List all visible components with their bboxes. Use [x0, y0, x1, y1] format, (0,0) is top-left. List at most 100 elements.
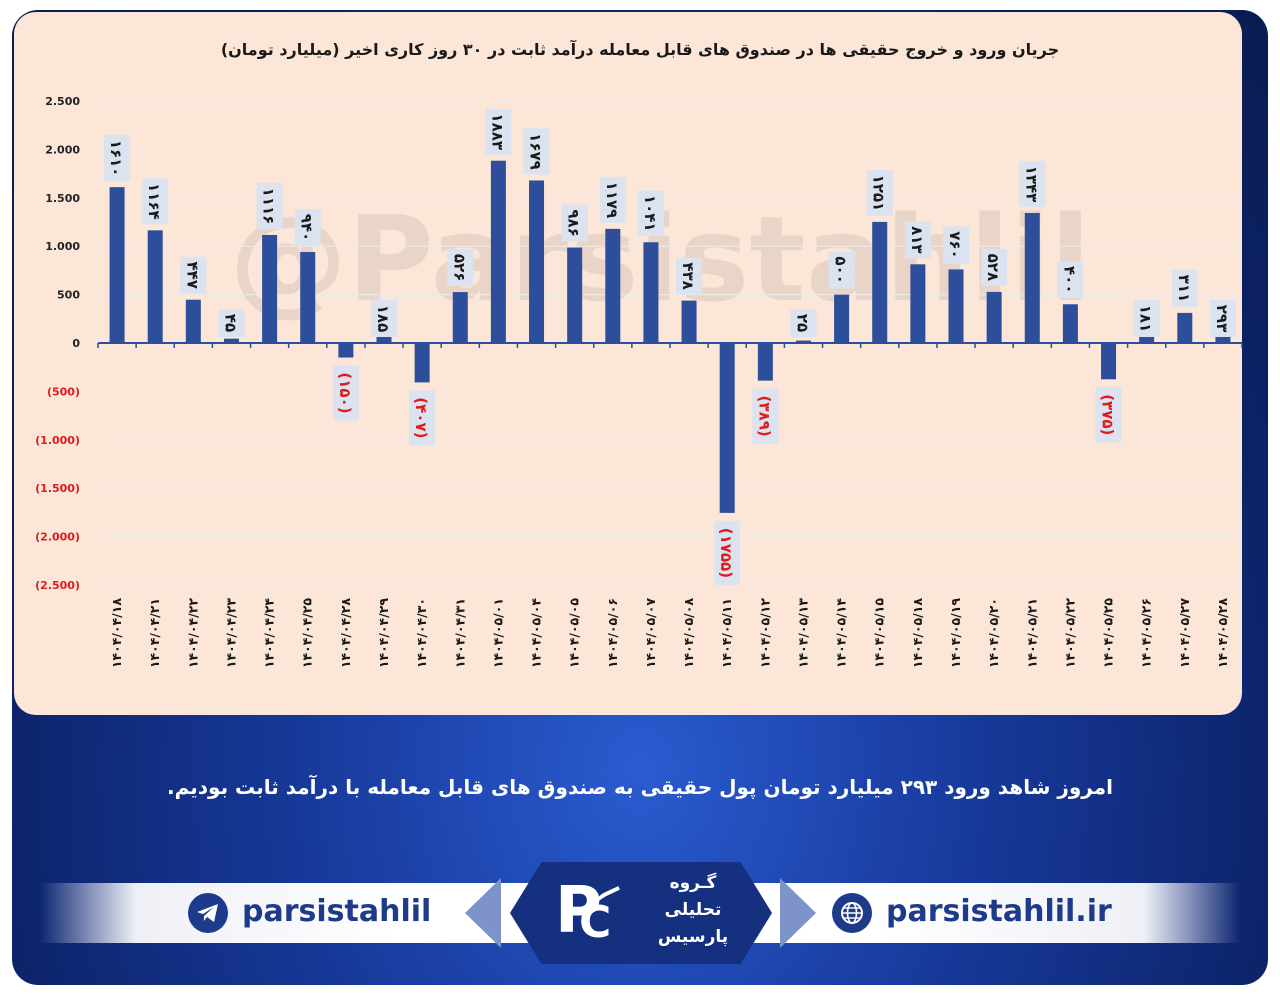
data-label-box: [1057, 261, 1084, 299]
data-label-box: [828, 251, 855, 289]
data-label: ۴۴۷: [180, 256, 207, 294]
x-tick-label: ۱۴۰۴/۰۵/۲۵: [1101, 598, 1116, 669]
data-label: ۹۸۶: [561, 204, 588, 242]
y-tick-label: 1.500: [45, 192, 80, 205]
bar: [529, 180, 545, 343]
telegram-handle-link[interactable]: parsistahlil: [242, 894, 432, 929]
bar: [795, 340, 811, 343]
x-tick-label: ۱۴۰۴/۰۵/۱۳: [795, 598, 810, 669]
data-label-box: [104, 135, 131, 182]
data-label-box: [447, 249, 474, 287]
data-label: ۲۵: [790, 309, 817, 337]
data-label: (۴۰۷): [409, 390, 436, 446]
data-label-text: ۴۰۰: [1060, 266, 1078, 293]
data-label-box: [218, 309, 245, 337]
x-tick-label: ۱۴۰۴/۰۵/۰۸: [681, 598, 696, 669]
data-label-text: ۴۵: [221, 314, 239, 332]
data-label: ۹۴۰: [294, 209, 321, 247]
x-tick-label: ۱۴۰۴/۰۵/۰۴: [529, 598, 544, 669]
y-tick-label: (1.000): [35, 434, 80, 447]
summary-text: امروز شاهد ورود ۲۹۳ میلیارد تومان پول حق…: [166, 775, 1113, 799]
bar: [757, 343, 773, 381]
y-tick-label: 2.000: [45, 143, 80, 156]
bar: [109, 187, 125, 343]
data-label-text: ۷۶۰: [946, 231, 964, 258]
data-label-text: ۱۶۷۹: [527, 133, 545, 170]
data-label: (۳۷۵): [1095, 387, 1122, 443]
website-link[interactable]: parsistahlil.ir: [886, 894, 1112, 929]
data-label-box: [714, 520, 741, 585]
x-tick-label: ۱۴۰۴/۰۵/۲۱: [1024, 598, 1039, 668]
y-tick-label: 500: [57, 289, 80, 302]
x-tick-label: ۱۴۰۴/۰۴/۲۴: [262, 598, 277, 669]
bar: [1101, 343, 1117, 380]
data-label: ۱۶۷۹: [523, 128, 550, 175]
data-label-box: [752, 388, 779, 444]
bar: [147, 230, 163, 343]
x-tick-label: ۱۴۰۴/۰۴/۲۲: [185, 598, 200, 669]
data-label-box: [1171, 269, 1198, 307]
data-label: ۱۶۱۰: [104, 135, 131, 182]
data-label-text: (۴۰۷): [412, 397, 430, 438]
chart-title: جریان ورود و خروج حقیقی ها در صندوق های …: [220, 40, 1060, 59]
data-label: (۱۵۰): [332, 365, 359, 421]
x-tick-label: ۱۴۰۴/۰۵/۰۷: [643, 598, 658, 669]
data-label-box: [981, 248, 1008, 286]
x-tick-label: ۱۴۰۴/۰۵/۲۶: [1139, 598, 1154, 668]
data-label-text: ۲۹۳: [1213, 305, 1231, 332]
x-tick-label: ۱۴۰۴/۰۵/۱۴: [834, 598, 849, 669]
data-label-text: ۵۲۸: [984, 254, 1002, 281]
data-label: ۴۰۰: [1057, 261, 1084, 299]
data-label: ۱۸۵: [371, 300, 397, 337]
bar: [1177, 312, 1193, 343]
x-tick-label: ۱۴۰۴/۰۴/۲۹: [376, 598, 391, 669]
bar: [948, 269, 964, 343]
data-label: ۴۵: [218, 309, 245, 337]
data-label-text: ۸۱۳: [908, 226, 926, 253]
data-label: ۵۲۸: [981, 248, 1008, 286]
bar: [300, 252, 316, 343]
x-tick-label: ۱۴۰۴/۰۵/۲۰: [986, 598, 1001, 668]
data-label-box: [1133, 300, 1160, 337]
x-tick-label: ۱۴۰۴/۰۴/۲۱: [147, 598, 162, 668]
bar: [262, 234, 278, 343]
globe-icon[interactable]: [832, 893, 872, 933]
y-tick-label: 2.500: [45, 95, 80, 108]
x-tick-label: ۱۴۰۴/۰۵/۰۱: [490, 598, 505, 668]
data-label: ۷۶۰: [943, 226, 969, 264]
bar: [605, 228, 621, 343]
logo-line-2: تحلیلی: [664, 900, 722, 920]
data-label: ۲۹۳: [1209, 300, 1236, 337]
data-label-box: [294, 209, 321, 247]
data-label-box: [943, 226, 969, 264]
data-label-text: ۱۱۱۶: [260, 188, 278, 225]
x-tick-label: ۱۴۰۴/۰۵/۱۹: [948, 598, 963, 669]
bar: [719, 343, 735, 513]
bar: [910, 264, 926, 343]
data-label: ۵۲۶: [447, 249, 474, 287]
data-label-box: [676, 257, 703, 295]
x-tick-label: ۱۴۰۴/۰۴/۲۸: [338, 598, 353, 669]
data-label-box: [904, 221, 931, 259]
data-label: ۱۲۵۱: [866, 169, 893, 216]
data-label-text: ۱۱۷۹: [603, 182, 621, 219]
x-tick-label: ۱۴۰۴/۰۴/۳۱: [452, 598, 467, 668]
x-tick-label: ۱۴۰۴/۰۴/۳۰: [414, 598, 429, 668]
data-label: ۱۱۶۴: [142, 178, 169, 225]
telegram-icon[interactable]: [188, 893, 228, 933]
data-label: ۴۳۸: [676, 257, 703, 295]
data-label-box: [523, 128, 550, 175]
y-tick-label: (2.000): [35, 531, 80, 544]
data-label-text: ۲۵: [793, 314, 811, 332]
data-label-text: (۱۵۰): [336, 372, 354, 413]
data-label: ۱۰۴۱: [637, 190, 664, 237]
chevron-left-icon: [465, 878, 501, 948]
data-label-box: [866, 169, 893, 216]
bar: [338, 343, 354, 358]
data-label-box: [1209, 300, 1236, 337]
data-label-text: ۱۸۵: [374, 305, 392, 332]
bar: [872, 221, 888, 343]
x-tick-label: ۱۴۰۴/۰۴/۲۳: [223, 598, 238, 669]
data-label-text: ۱۸۸۳: [488, 113, 506, 150]
